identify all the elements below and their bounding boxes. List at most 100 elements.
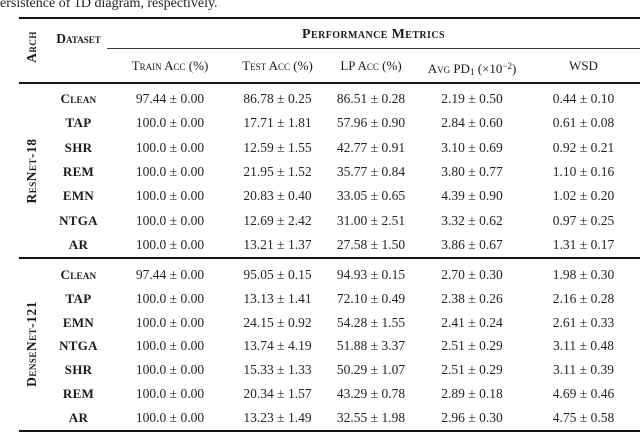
column-header-lp-acc: LP Acc (%) [340, 58, 402, 73]
cell-test-acc: 13.21 ± 1.37 [243, 236, 312, 252]
performance-metrics-header: Performance Metrics [302, 27, 445, 42]
cell-dataset: Clean [60, 91, 97, 107]
cell-test-acc: 86.78 ± 0.25 [243, 91, 312, 107]
cell-test-acc: 12.59 ± 1.55 [243, 139, 312, 155]
cell-lp-acc: 72.10 ± 0.49 [336, 290, 406, 306]
cell-dataset: SHR [64, 362, 93, 378]
subheader-spacer [47, 57, 110, 81]
cell-wsd: 4.75 ± 0.58 [552, 409, 615, 425]
cell-wsd: 3.11 ± 0.39 [553, 362, 614, 378]
table-bottom-rule [19, 430, 640, 432]
column-header-test-acc: Test Acc (%) [242, 58, 313, 73]
cell-avg-pd: 4.39 ± 0.90 [441, 188, 503, 204]
cell-avg-pd: 3.32 ± 0.62 [441, 212, 503, 228]
resnet18-section: Clean 97.44 ± 0.00 86.78 ± 0.25 86.51 ± … [47, 87, 640, 257]
cell-wsd: 2.16 ± 0.28 [552, 290, 615, 306]
cell-avg-pd: 2.38 ± 0.26 [441, 290, 503, 306]
cell-test-acc: 95.05 ± 0.15 [243, 266, 312, 282]
cell-wsd: 2.61 ± 0.33 [552, 314, 615, 330]
table-row: REM 100.0 ± 0.00 21.95 ± 1.52 35.77 ± 0.… [47, 164, 640, 180]
table-row: REM 100.0 ± 0.00 20.34 ± 1.57 43.29 ± 0.… [47, 386, 640, 402]
table-row: Clean 97.44 ± 0.00 95.05 ± 0.15 94.93 ± … [47, 267, 640, 283]
cell-lp-acc: 43.29 ± 0.78 [336, 386, 406, 402]
cell-train-acc: 100.0 ± 0.00 [135, 290, 205, 306]
cell-dataset: TAP [65, 115, 92, 131]
cell-wsd: 4.69 ± 0.46 [552, 386, 615, 402]
cell-avg-pd: 3.10 ± 0.69 [441, 139, 503, 155]
cell-test-acc: 13.23 ± 1.49 [243, 409, 312, 425]
avg-pd-prefix: Avg PD [427, 61, 470, 76]
cell-train-acc: 100.0 ± 0.00 [135, 212, 205, 228]
cell-lp-acc: 35.77 ± 0.84 [336, 163, 406, 179]
cell-wsd: 1.98 ± 0.30 [552, 266, 615, 282]
cell-dataset: NTGA [59, 212, 98, 228]
avg-pd-mid: (×10 [474, 61, 503, 76]
cell-test-acc: 13.74 ± 4.19 [243, 338, 312, 354]
header-bottom-rule [19, 82, 640, 84]
cell-lp-acc: 31.00 ± 2.51 [336, 212, 406, 228]
cell-avg-pd: 2.84 ± 0.60 [441, 115, 503, 131]
cell-avg-pd: 2.51 ± 0.29 [441, 338, 503, 354]
table-row: NTGA 100.0 ± 0.00 12.69 ± 2.42 31.00 ± 2… [47, 213, 640, 229]
cell-dataset: SHR [64, 139, 93, 155]
table-row: AR 100.0 ± 0.00 13.21 ± 1.37 27.58 ± 1.5… [47, 237, 640, 253]
cell-test-acc: 15.33 ± 1.33 [243, 362, 312, 378]
table-row: EMN 100.0 ± 0.00 24.15 ± 0.92 54.28 ± 1.… [47, 315, 640, 331]
cell-lp-acc: 57.96 ± 0.90 [336, 115, 406, 131]
arch-label-resnet18: ResNet-18 [24, 138, 39, 204]
cell-train-acc: 100.0 ± 0.00 [135, 236, 205, 252]
cell-dataset: TAP [65, 290, 92, 306]
cell-avg-pd: 2.51 ± 0.29 [441, 362, 503, 378]
cell-wsd: 0.61 ± 0.08 [552, 115, 615, 131]
cell-test-acc: 13.13 ± 1.41 [243, 290, 312, 306]
cell-train-acc: 100.0 ± 0.00 [135, 409, 205, 425]
avg-pd-suffix: ) [511, 61, 517, 76]
cell-avg-pd: 2.19 ± 0.50 [441, 91, 503, 107]
caption-fragment: ersistence of 1D diagram, respectively. [0, 0, 218, 11]
cell-test-acc: 20.34 ± 1.57 [243, 386, 312, 402]
cell-lp-acc: 94.93 ± 0.15 [336, 266, 406, 282]
cell-dataset: AR [68, 409, 89, 425]
arch-column-header: Arch [24, 31, 39, 63]
cell-train-acc: 100.0 ± 0.00 [135, 139, 205, 155]
table-row: SHR 100.0 ± 0.00 12.59 ± 1.55 42.77 ± 0.… [47, 140, 640, 156]
cell-avg-pd: 2.96 ± 0.30 [441, 409, 503, 425]
cell-lp-acc: 42.77 ± 0.91 [336, 139, 406, 155]
table-row: NTGA 100.0 ± 0.00 13.74 ± 4.19 51.88 ± 3… [47, 338, 640, 354]
cell-wsd: 0.92 ± 0.21 [552, 139, 615, 155]
cell-wsd: 0.44 ± 0.10 [552, 91, 615, 107]
cell-lp-acc: 33.05 ± 0.65 [336, 188, 406, 204]
cell-train-acc: 100.0 ± 0.00 [135, 386, 205, 402]
avg-pd-subscript: 1 [469, 67, 475, 77]
table-top-rule [19, 17, 640, 19]
table-row: EMN 100.0 ± 0.00 20.83 ± 0.40 33.05 ± 0.… [47, 188, 640, 204]
cell-dataset: REM [62, 163, 95, 179]
densenet121-section: Clean 97.44 ± 0.00 95.05 ± 0.15 94.93 ± … [47, 263, 640, 430]
cell-dataset: EMN [62, 188, 95, 204]
metrics-underline [107, 48, 640, 49]
cell-wsd: 1.31 ± 0.17 [552, 236, 615, 252]
cell-wsd: 0.97 ± 0.25 [552, 212, 615, 228]
cell-dataset: REM [62, 386, 95, 402]
cell-train-acc: 97.44 ± 0.00 [135, 266, 205, 282]
cell-lp-acc: 50.29 ± 1.07 [336, 362, 406, 378]
table-row: AR 100.0 ± 0.00 13.23 ± 1.49 32.55 ± 1.9… [47, 410, 640, 426]
table-row: TAP 100.0 ± 0.00 13.13 ± 1.41 72.10 ± 0.… [47, 291, 640, 307]
cell-avg-pd: 3.80 ± 0.77 [441, 163, 503, 179]
cell-avg-pd: 2.70 ± 0.30 [441, 266, 503, 282]
cell-lp-acc: 54.28 ± 1.55 [336, 314, 406, 330]
cell-avg-pd: 3.86 ± 0.67 [441, 236, 503, 252]
cell-test-acc: 21.95 ± 1.52 [243, 163, 312, 179]
column-header-train-acc: Train Acc (%) [131, 58, 209, 73]
cell-train-acc: 100.0 ± 0.00 [135, 115, 205, 131]
cell-test-acc: 17.71 ± 1.81 [243, 115, 312, 131]
column-header-wsd: WSD [569, 58, 598, 73]
cell-test-acc: 24.15 ± 0.92 [243, 314, 312, 330]
cell-train-acc: 100.0 ± 0.00 [135, 188, 205, 204]
cell-avg-pd: 2.89 ± 0.18 [441, 386, 503, 402]
cell-test-acc: 12.69 ± 2.42 [243, 212, 312, 228]
cell-avg-pd: 2.41 ± 0.24 [441, 314, 503, 330]
cell-wsd: 1.02 ± 0.20 [552, 188, 615, 204]
cell-test-acc: 20.83 ± 0.40 [243, 188, 312, 204]
